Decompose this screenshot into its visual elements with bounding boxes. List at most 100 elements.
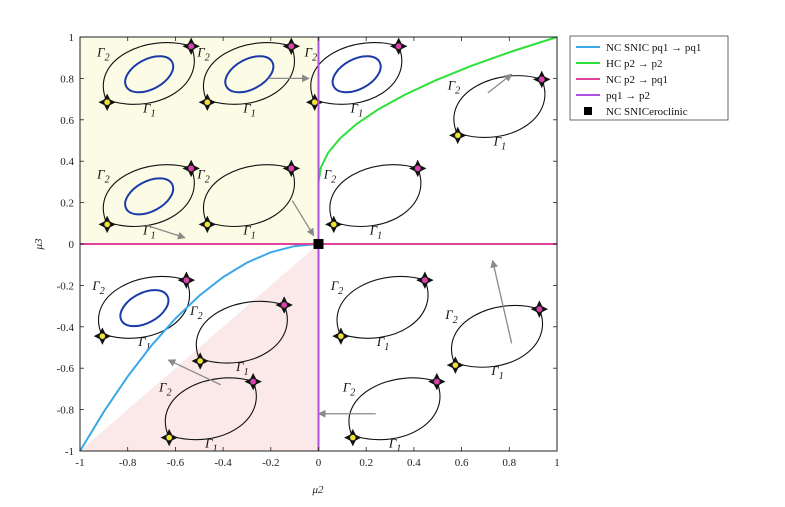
orbit-gamma1 [337, 168, 422, 228]
legend-label: NC p2 → pq1 [606, 74, 668, 86]
legend-label: NC SNIC pq1 → pq1 [606, 42, 701, 54]
legend-label: NC SNICeroclinic [606, 106, 688, 118]
equilibrium-p2 [433, 378, 441, 385]
y-tick-label: -0.6 [57, 363, 75, 375]
y-tick-label: -0.2 [57, 280, 74, 292]
gamma2-label: Γ2 [444, 307, 457, 326]
x-tick-label: -0.8 [119, 457, 137, 469]
equilibrium-p2 [288, 165, 295, 172]
y-tick-label: -0.8 [57, 405, 75, 417]
legend-swatch [584, 107, 592, 115]
periodic-orbit [124, 55, 175, 94]
equilibrium-p1 [452, 361, 459, 369]
series-line [317, 36, 558, 183]
periodic-orbit [331, 55, 382, 94]
y-tick-label: -0.4 [57, 322, 75, 334]
region-fills [80, 37, 319, 451]
orbit-gamma1 [111, 46, 195, 105]
gamma2-label: Γ2 [330, 278, 343, 297]
equilibrium-p1 [204, 98, 211, 106]
y-tick-label: 0.4 [60, 156, 74, 168]
transition-arrow [146, 224, 186, 240]
orbit-gamma1 [344, 279, 429, 339]
legend-label: HC p2 → p2 [606, 58, 663, 70]
y-tick-label: 0.8 [60, 73, 74, 85]
orbit-gamma1 [356, 381, 441, 441]
gamma2-label: Γ2 [189, 303, 202, 322]
orbit-gamma2 [102, 42, 192, 103]
eroclinic-marker-layer [313, 239, 324, 249]
equilibrium-p2 [288, 42, 295, 50]
equilibrium-p2 [421, 276, 429, 284]
legend-label: pq1 → p2 [606, 90, 650, 102]
x-tick-label: -0.4 [214, 457, 232, 469]
gamma2-label: Γ2 [342, 380, 355, 399]
orbit-gamma1 [111, 168, 195, 228]
x-tick-label: 0.4 [407, 457, 421, 469]
orbit-gamma2 [348, 377, 437, 438]
orbit-gamma2 [98, 275, 187, 337]
equilibrium-p1 [349, 434, 357, 441]
orbit-gamma2 [164, 377, 254, 438]
equilibrium-p1 [165, 434, 173, 441]
orbit-gamma2 [453, 75, 542, 136]
region-fill [80, 37, 319, 244]
equilibrium-p2 [187, 42, 195, 50]
orbit-gamma1 [211, 46, 295, 105]
y-tick-label: 1 [69, 32, 75, 44]
y-axis-ticks: -1 -0.8 -0.6 -0.4 -0.2 0 0.2 0.4 0.6 0.8 1 [57, 32, 557, 458]
equilibrium-p1 [454, 132, 462, 139]
x-tick-label: 0.8 [502, 457, 516, 469]
equilibrium-p2 [187, 165, 195, 172]
orbit-gamma1 [204, 304, 288, 364]
equilibrium-p1 [103, 221, 111, 228]
y-tick-label: 0.2 [60, 198, 74, 210]
periodic-orbit [224, 55, 275, 94]
y-tick-label: 0 [69, 239, 75, 251]
orbit-gamma1 [173, 381, 257, 441]
gamma1-label: Γ1 [369, 222, 382, 241]
equilibrium-p2 [183, 276, 190, 284]
orbit-gamma2 [203, 164, 292, 225]
gamma1-label: Γ1 [490, 363, 503, 382]
gamma2-label: Γ2 [447, 77, 460, 96]
x-axis-label: μ2 [311, 484, 324, 496]
orbit-gamma1 [459, 308, 543, 368]
orbit-gamma2 [102, 164, 192, 225]
equilibrium-p2 [249, 378, 257, 385]
periodic-orbit [119, 289, 170, 328]
y-tick-label: -1 [65, 446, 74, 458]
orbit-gamma1 [461, 79, 546, 139]
orbit-gamma2 [203, 42, 292, 103]
equilibrium-p1 [103, 98, 111, 106]
x-tick-label: -0.6 [167, 457, 185, 469]
transition-arrow [167, 359, 221, 386]
equilibrium-p1 [337, 332, 345, 340]
equilibrium-p1 [311, 98, 318, 106]
periodic-orbit [124, 177, 175, 216]
equilibrium-p1 [99, 332, 106, 340]
transition-arrow [490, 259, 513, 344]
orbit-gamma2 [310, 42, 399, 103]
orbit-gamma2 [451, 304, 540, 366]
x-tick-label: 0.2 [359, 457, 373, 469]
transition-arrow [487, 73, 513, 94]
x-tick-label: 1 [554, 457, 560, 469]
y-axis-label: μ3 [33, 238, 45, 251]
equilibrium-p1 [204, 221, 211, 228]
equilibrium-p2 [414, 165, 422, 172]
orbit-gamma1 [318, 46, 403, 105]
x-axis-ticks: -1 -0.8 -0.6 -0.4 -0.2 0 0.2 0.4 0.6 0.8 1 [75, 37, 560, 469]
gamma1-label: Γ1 [350, 100, 363, 119]
gamma2-label: Γ2 [323, 166, 336, 185]
x-tick-label: 0 [316, 457, 322, 469]
legend: NC SNIC pq1 → pq1 HC p2 → p2 NC p2 → pq1 pq… [569, 35, 729, 121]
transition-arrow [291, 200, 315, 237]
x-tick-label: -1 [75, 457, 84, 469]
